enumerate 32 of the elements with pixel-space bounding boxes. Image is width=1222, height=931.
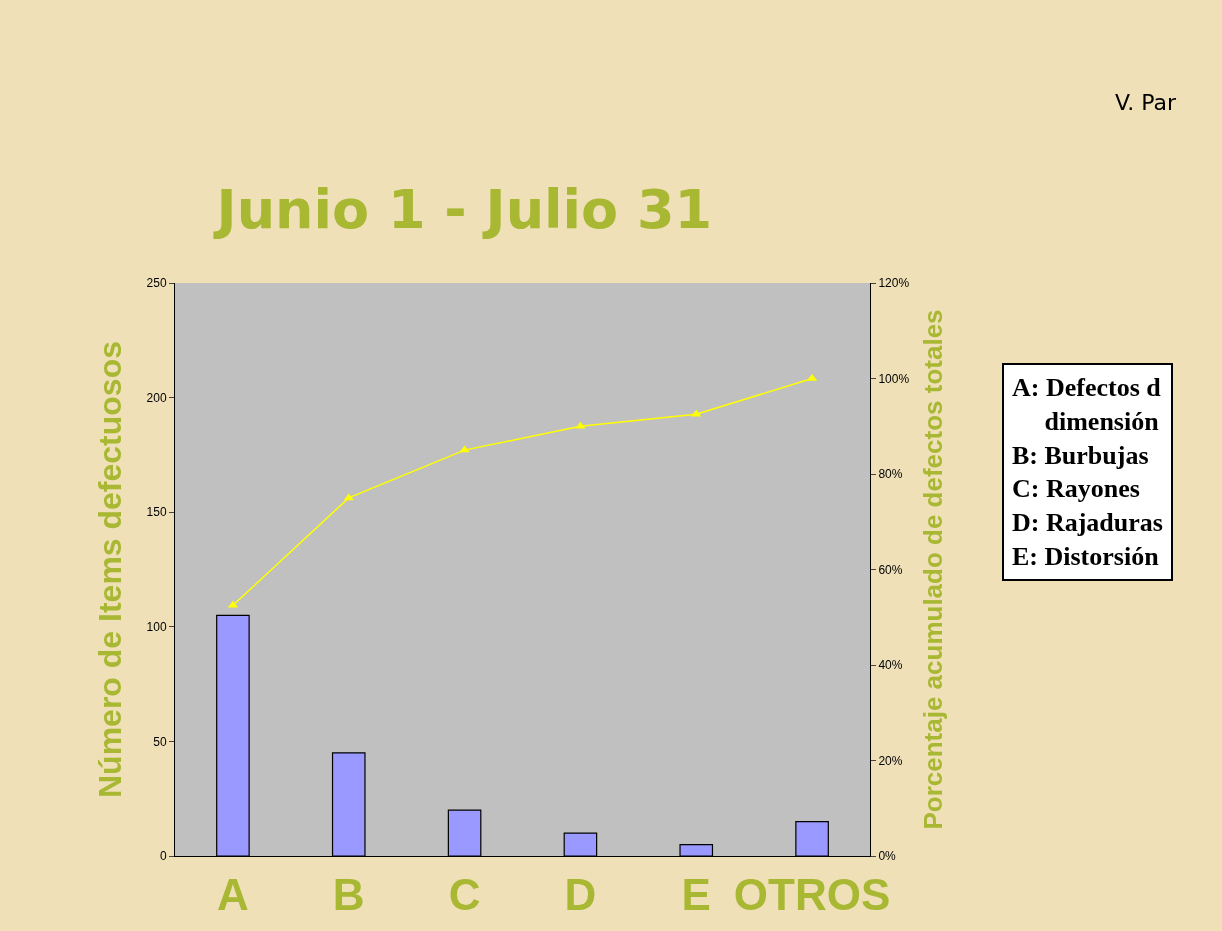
point — [343, 493, 354, 501]
x-tick-label: E — [681, 869, 711, 919]
y2-tick-label: 60% — [878, 562, 903, 577]
x-tick-label: OTROS — [733, 869, 891, 919]
y2-tick-label: 100% — [878, 371, 910, 386]
x-tick-label: B — [332, 869, 365, 919]
text: V. Par — [1115, 90, 1177, 115]
y-tick-label: 50 — [153, 734, 167, 749]
y-tick-label: 250 — [146, 276, 167, 291]
y-axis-title: Número de Items defectuosos — [91, 341, 128, 798]
y2-tick-label: 80% — [878, 467, 903, 482]
y-tick-label: 100 — [146, 620, 167, 634]
y-tick-label: 200 — [146, 390, 167, 405]
text: C: Rayones — [1012, 474, 1140, 504]
y2-tick-label: 40% — [878, 658, 903, 673]
text: D: Rajaduras — [1012, 508, 1163, 538]
point — [575, 421, 586, 429]
x-tick-label: D — [564, 869, 597, 919]
point — [691, 409, 702, 417]
y2-tick-label: 20% — [878, 753, 903, 768]
text: dimensión — [1012, 406, 1160, 436]
text: A: Defectos d — [1012, 373, 1162, 402]
x-tick-label: C — [448, 869, 481, 919]
text: B: Burbujas — [1012, 440, 1149, 470]
chart-title: Junio 1 - Julio 31 — [212, 178, 713, 242]
y-tick-label: 0 — [159, 849, 167, 864]
text: E: Distorsión — [1012, 542, 1160, 571]
y2-tick-label: 0% — [878, 849, 897, 864]
y2-tick-label: 120% — [878, 276, 910, 291]
y2-axis-title: Porcentaje acumulado de defectos totales — [918, 309, 949, 830]
x-tick-label: A — [217, 869, 249, 919]
y-tick-label: 150 — [146, 505, 167, 520]
